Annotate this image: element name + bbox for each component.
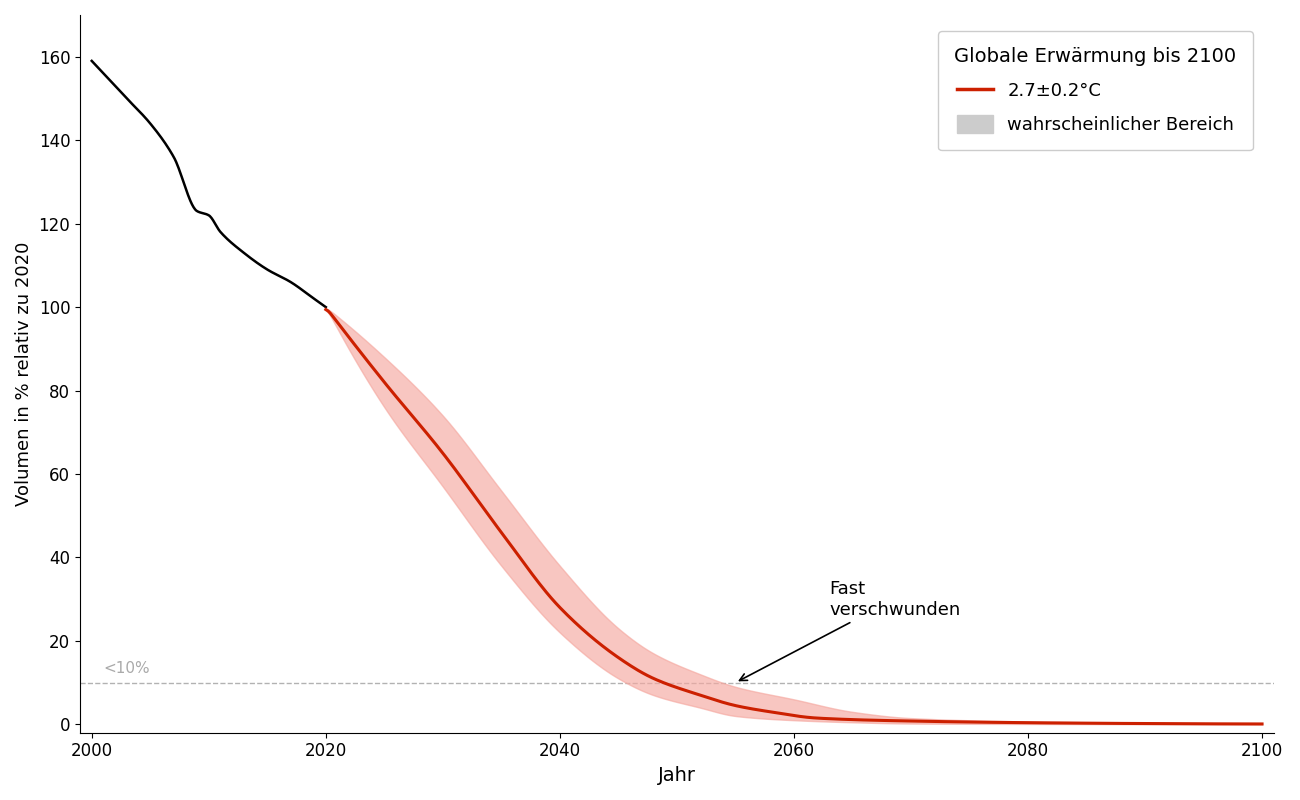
Text: Fast
verschwunden: Fast verschwunden bbox=[740, 580, 961, 681]
Y-axis label: Volumen in % relativ zu 2020: Volumen in % relativ zu 2020 bbox=[16, 242, 32, 506]
X-axis label: Jahr: Jahr bbox=[658, 766, 696, 785]
Legend: 2.7±0.2°C, wahrscheinlicher Bereich: 2.7±0.2°C, wahrscheinlicher Bereich bbox=[939, 31, 1253, 150]
Text: <10%: <10% bbox=[104, 662, 150, 676]
